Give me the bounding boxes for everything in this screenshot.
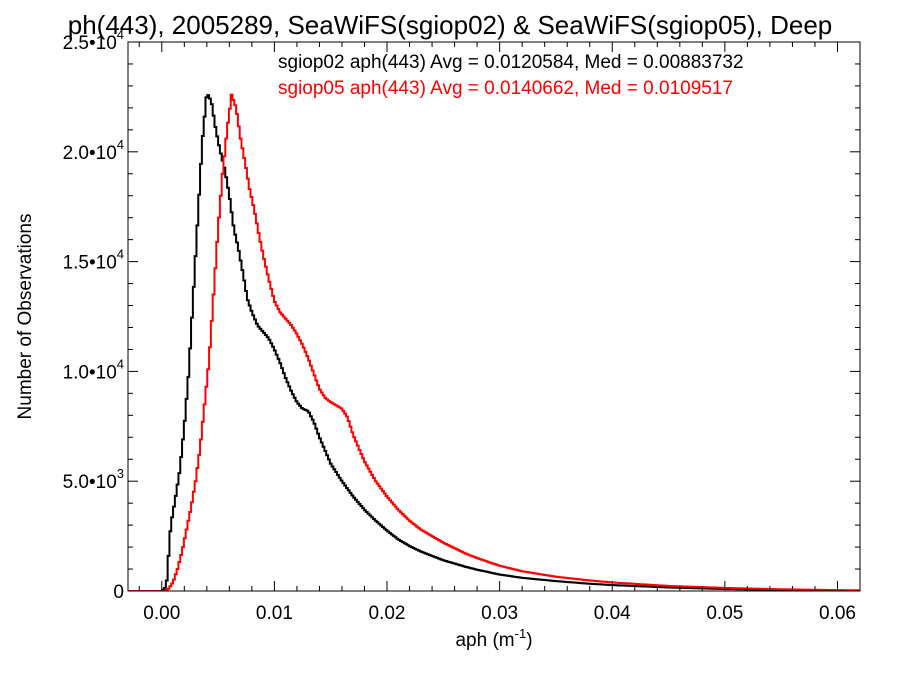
x-tick-label: 0.04: [594, 603, 631, 624]
legend-entry-sgiop05: sgiop05 aph(443) Avg = 0.0140662, Med = …: [278, 78, 733, 99]
y-tick-exponent: 4: [117, 247, 124, 262]
y-axis-label: Number of Observations: [15, 214, 36, 420]
y-tick-label: 2.5•104: [63, 27, 124, 54]
y-tick-mantissa: 2.0•10: [63, 143, 117, 164]
y-tick-mantissa: 2.5•10: [63, 33, 117, 54]
axis-ticks: 0.00 0.01 0.02 0.03 0.04 0.05 0.06 0 5.0•103 1.0•…: [63, 27, 860, 624]
chart-title: ph(443), 2005289, SeaWiFS(sgiop02) & Sea…: [68, 10, 833, 40]
x-tick-label: 0.00: [143, 603, 180, 624]
series-layer: [128, 93, 860, 591]
y-tick-exponent: 4: [117, 137, 124, 152]
y-tick-exponent: 3: [117, 466, 124, 481]
y-tick-label: 1.5•104: [63, 247, 124, 274]
y-tick-exponent: 4: [117, 27, 124, 42]
x-tick-label: 0.02: [369, 603, 406, 624]
y-tick-label: 2.0•104: [63, 137, 124, 164]
x-tick-label: 0.06: [819, 603, 856, 624]
y-tick-label: 5.0•103: [63, 466, 124, 493]
y-tick-mantissa: 1.0•10: [63, 362, 117, 383]
y-tick-mantissa: 1.5•10: [63, 253, 117, 274]
y-tick-mantissa: 0: [113, 582, 124, 603]
x-axis-label-superscript: -1: [515, 626, 527, 641]
x-tick-label: 0.05: [706, 603, 743, 624]
y-tick-mantissa: 5.0•10: [63, 472, 117, 493]
x-axis-label-text: aph (m: [455, 630, 514, 651]
y-tick-label: 1.0•104: [63, 356, 124, 383]
x-tick-label: 0.03: [481, 603, 518, 624]
plot-frame: [127, 41, 861, 592]
x-tick-label: 0.01: [256, 603, 293, 624]
legend: sgiop02 aph(443) Avg = 0.0120584, Med = …: [278, 52, 744, 99]
x-axis-label: aph (m-1): [455, 626, 532, 651]
y-tick-label: 0: [113, 582, 124, 603]
y-tick-exponent: 4: [117, 356, 124, 371]
series-line-sgiop05: [128, 93, 860, 591]
x-axis-label-close: ): [526, 630, 532, 651]
legend-entry-sgiop02: sgiop02 aph(443) Avg = 0.0120584, Med = …: [278, 52, 744, 73]
